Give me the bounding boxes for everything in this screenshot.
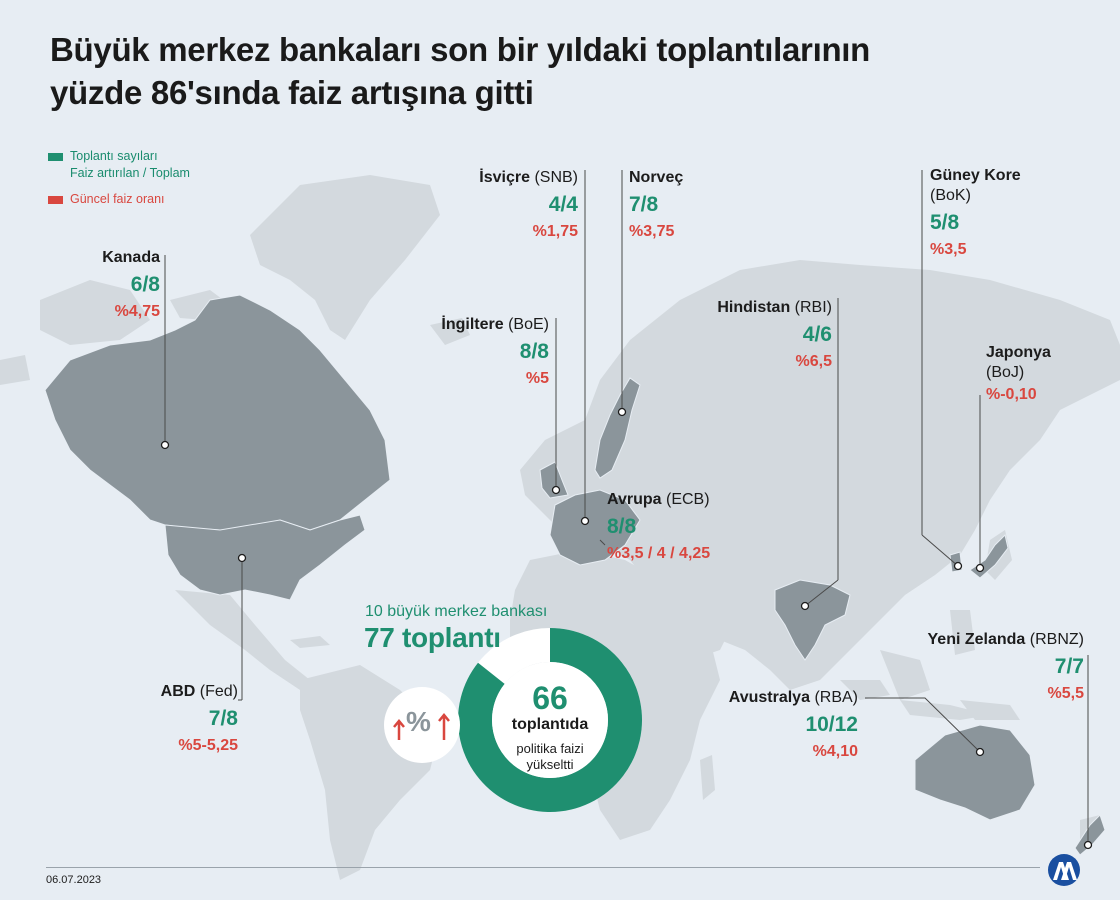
bank-new-zealand-name: Yeni Zelanda <box>927 631 1026 648</box>
footer-divider <box>46 867 1040 868</box>
bank-uk-abbr: (BoE) <box>508 316 549 333</box>
bank-new-zealand-count: 7/7 <box>1054 655 1084 678</box>
bank-switzerland-name: İsviçre <box>479 169 530 186</box>
donut-center <box>492 662 608 778</box>
bank-switzerland-count: 4/4 <box>548 193 578 216</box>
bank-australia-abbr: (RBA) <box>814 689 858 706</box>
bank-japan: Japonya (BoJ) %-0,10 <box>986 343 1096 405</box>
bank-norway-rate: %3,75 <box>629 223 675 240</box>
bank-switzerland: İsviçre (SNB) 4/4 %1,75 <box>440 168 578 242</box>
location-dots <box>160 407 1093 850</box>
bank-europe-rate: %3,5 / 4 / 4,25 <box>607 545 711 562</box>
bank-australia: Avustralya (RBA) 10/12 %4,10 <box>700 688 858 762</box>
bank-south-korea-count: 5/8 <box>930 211 960 234</box>
bank-india: Hindistan (RBI) 4/6 %6,5 <box>690 298 832 372</box>
bank-switzerland-abbr: (SNB) <box>534 169 578 186</box>
bank-switzerland-rate: %1,75 <box>532 223 578 240</box>
euro-area-shape <box>549 489 641 566</box>
up-arrow-left-icon <box>393 719 405 740</box>
summary-hikes-line1: toplantıda <box>511 716 589 733</box>
bank-usa: ABD (Fed) 7/8 %5-5,25 <box>130 682 238 756</box>
bank-europe-abbr: (ECB) <box>665 491 710 508</box>
bank-australia-count: 10/12 <box>805 713 858 736</box>
bank-norway: Norveç 7/8 %3,75 <box>629 168 749 242</box>
bank-uk: İngiltere (BoE) 8/8 %5 <box>400 315 549 389</box>
bank-australia-rate: %4,10 <box>812 743 858 760</box>
bank-usa-name: ABD <box>160 683 196 700</box>
page-title: Büyük merkez bankaları son bir yıldaki t… <box>50 28 1010 114</box>
usa-shape <box>164 514 366 601</box>
percent-badge <box>384 687 460 763</box>
bank-europe-count: 8/8 <box>607 515 637 538</box>
bank-india-rate: %6,5 <box>795 353 832 370</box>
bank-usa-abbr: (Fed) <box>199 683 238 700</box>
legend: Toplantı sayıları Faiz artırılan / Topla… <box>48 148 190 217</box>
legend-meetings-line2: Faiz artırılan / Toplam <box>70 166 190 180</box>
bank-japan-abbr: (BoJ) <box>986 364 1025 381</box>
bank-south-korea-abbr: (BoK) <box>930 187 971 204</box>
norway-shape <box>594 377 641 479</box>
bank-india-name: Hindistan <box>717 299 791 316</box>
bank-norway-name: Norveç <box>629 169 684 186</box>
leader-lines <box>164 170 1089 845</box>
summary-hikes-line2: politika faizi <box>516 741 584 756</box>
legend-rate-label: Güncel faiz oranı <box>70 192 165 206</box>
legend-meetings-swatch <box>48 153 63 161</box>
percent-icon: % <box>406 706 431 737</box>
bank-new-zealand-abbr: (RBNZ) <box>1029 631 1084 648</box>
legend-rate: Güncel faiz oranı <box>48 191 190 208</box>
bank-canada-name: Kanada <box>102 249 160 266</box>
legend-meetings-line1: Toplantı sayıları <box>70 149 158 163</box>
bank-norway-count: 7/8 <box>629 193 659 216</box>
canada-shape <box>44 294 391 531</box>
summary-hikes-line3: yükseltti <box>526 757 574 772</box>
bank-new-zealand-rate: %5,5 <box>1047 685 1084 702</box>
bank-canada-count: 6/8 <box>130 273 160 296</box>
bank-uk-rate: %5 <box>525 370 549 387</box>
donut-hikes-arc <box>458 628 642 812</box>
legend-meetings: Toplantı sayıları Faiz artırılan / Topla… <box>48 148 190 182</box>
india-shape <box>774 579 851 661</box>
bank-japan-name: Japonya <box>986 344 1051 361</box>
bank-europe: Avrupa (ECB) 8/8 %3,5 / 4 / 4,25 <box>607 490 777 564</box>
bank-india-count: 4/6 <box>802 323 832 346</box>
australia-shape <box>914 724 1036 821</box>
bank-india-abbr: (RBI) <box>794 299 832 316</box>
meetings-donut <box>458 628 642 812</box>
highlighted-countries <box>44 294 1106 856</box>
footer-date: 06.07.2023 <box>46 874 102 886</box>
summary-total: 77 toplantı <box>364 622 501 653</box>
uk-shape <box>539 461 569 499</box>
bank-canada-rate: %4,75 <box>114 303 160 320</box>
bank-australia-name: Avustralya <box>728 689 810 706</box>
bank-south-korea-rate: %3,5 <box>930 241 967 258</box>
bank-uk-count: 8/8 <box>519 340 549 363</box>
title-line-1: Büyük merkez bankaları son bir yıldaki t… <box>50 31 871 68</box>
aa-logo-icon <box>1048 854 1080 886</box>
legend-rate-swatch <box>48 196 63 204</box>
bank-usa-count: 7/8 <box>208 707 238 730</box>
bank-europe-name: Avrupa <box>607 491 662 508</box>
summary-hikes-number: 66 <box>532 680 568 716</box>
bank-south-korea: Güney Kore (BoK) 5/8 %3,5 <box>930 166 1050 260</box>
title-line-2: yüzde 86'sında faiz artışına gitti <box>50 74 534 111</box>
bank-canada: Kanada 6/8 %4,75 <box>60 248 160 322</box>
bank-usa-rate: %5-5,25 <box>178 737 238 754</box>
summary-subtitle: 10 büyük merkez bankası <box>365 603 548 620</box>
up-arrow-right-icon <box>438 713 450 740</box>
bank-japan-rate: %-0,10 <box>986 386 1037 403</box>
bank-uk-name: İngiltere <box>441 316 504 333</box>
bank-south-korea-name: Güney Kore <box>930 167 1021 184</box>
bank-new-zealand: Yeni Zelanda (RBNZ) 7/7 %5,5 <box>896 630 1084 704</box>
